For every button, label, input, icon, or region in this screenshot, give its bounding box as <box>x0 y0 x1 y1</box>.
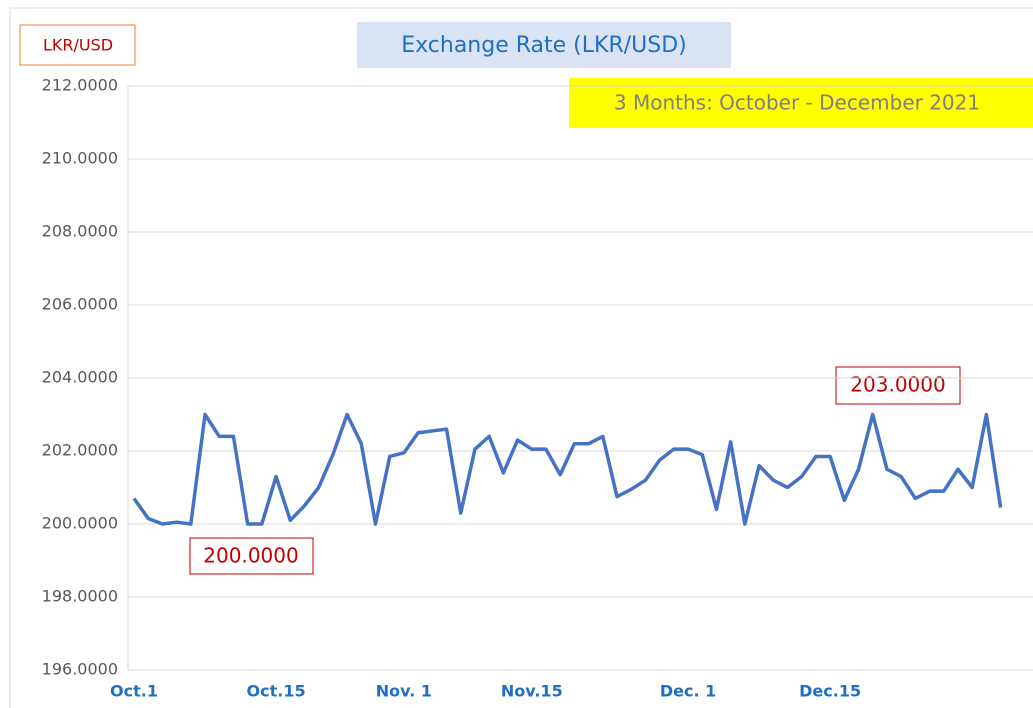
annotation: 203.0000 <box>850 373 945 397</box>
y-tick-label: 208.0000 <box>42 222 118 241</box>
y-tick-label: 198.0000 <box>42 587 118 606</box>
y-tick-label: 204.0000 <box>42 368 118 387</box>
y-tick-label: 206.0000 <box>42 295 118 314</box>
chart-title: Exchange Rate (LKR/USD) <box>401 33 686 58</box>
y-tick-label: 212.0000 <box>42 76 118 95</box>
annotation-box <box>835 366 961 405</box>
x-tick-label: Dec.15 <box>799 682 861 701</box>
series-line <box>132 412 1003 526</box>
annotation: 200.0000 <box>203 544 298 568</box>
x-tick-label: Oct.1 <box>110 682 158 701</box>
x-tick-label: Oct.15 <box>247 682 306 701</box>
x-tick-label: Dec. 1 <box>660 682 716 701</box>
y-axis-label: LKR/USD <box>43 36 113 55</box>
y-tick-label: 200.0000 <box>42 514 118 533</box>
y-tick-label: 196.0000 <box>42 660 118 679</box>
x-tick-label: Nov.15 <box>501 682 563 701</box>
title-bg <box>357 22 731 68</box>
annotation-box <box>189 537 314 575</box>
subtitle: 3 Months: October - December 2021 <box>614 91 980 115</box>
x-tick-label: Nov. 1 <box>376 682 432 701</box>
y-tick-label: 202.0000 <box>42 441 118 460</box>
y-tick-label: 210.0000 <box>42 149 118 168</box>
y-label-box <box>19 24 136 66</box>
